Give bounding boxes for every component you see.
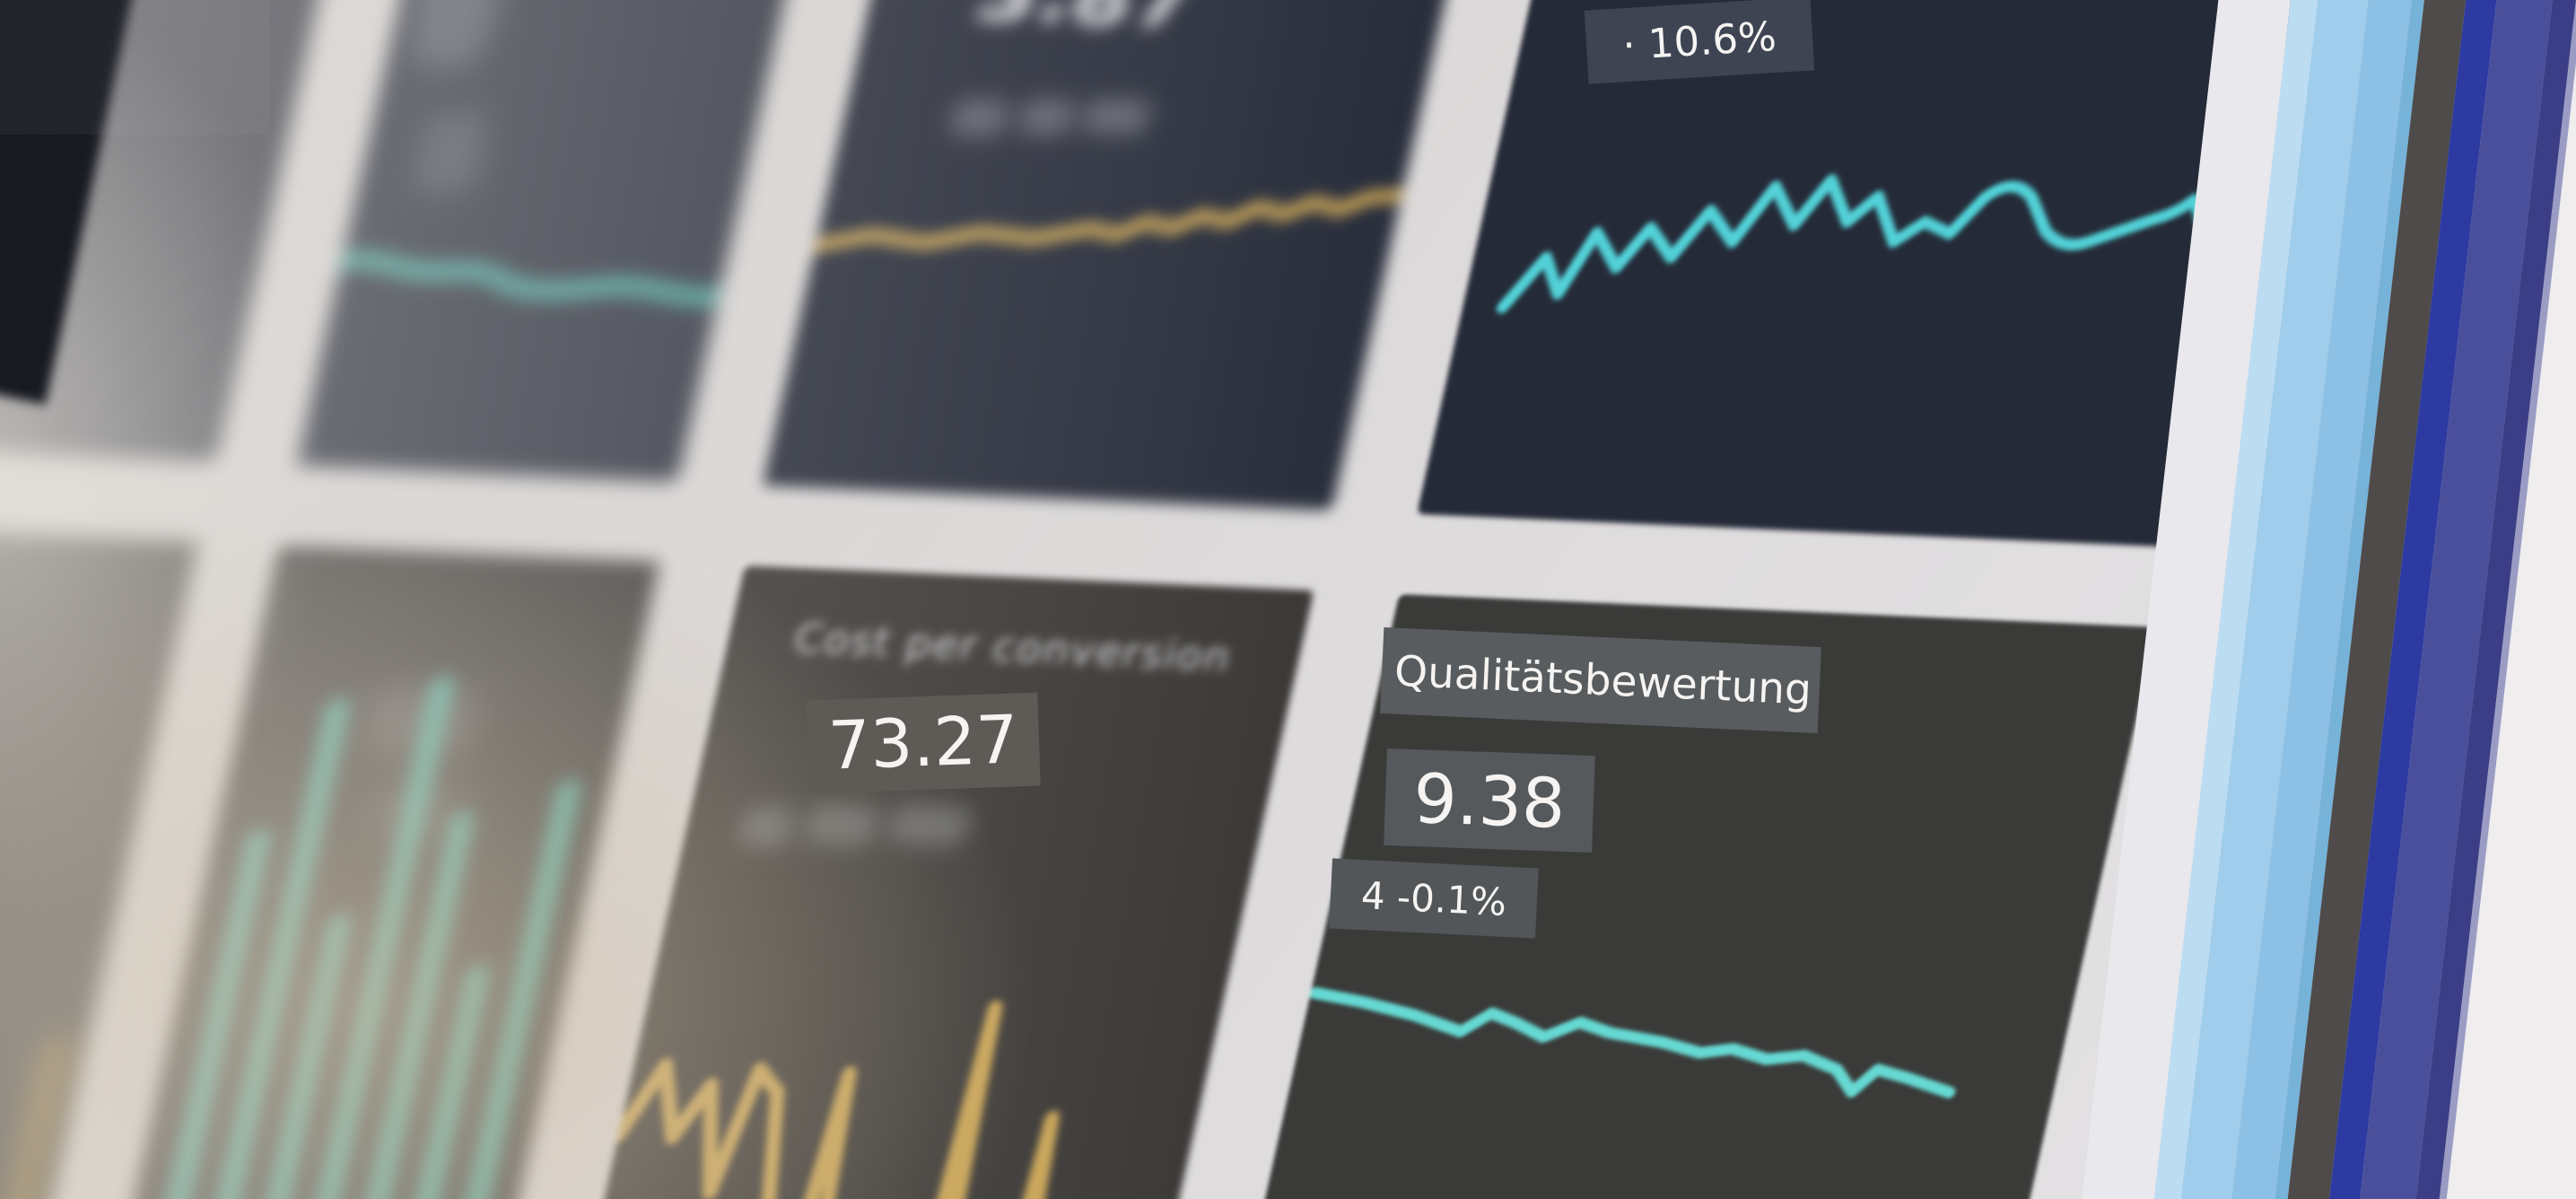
blurred-gold-bar — [0, 1037, 71, 1199]
metric-change-quality-rating: 4 -0.1% — [1329, 858, 1539, 939]
bars-path — [149, 675, 581, 1199]
sparkline-path — [1309, 986, 1956, 1098]
metric-change-top-right: · 10.6% — [1584, 0, 1815, 84]
sparkline-path — [808, 188, 1409, 252]
metric-value-quality-rating: 9.38 — [1384, 748, 1595, 853]
sparkline-gold-rising — [808, 188, 1409, 252]
tile-top-middle: 3.87 — [762, 0, 1537, 511]
sparkline-path — [334, 252, 726, 305]
metric-value-cost-per-conversion: 73.27 — [806, 692, 1041, 794]
sparkline-path — [611, 1000, 1121, 1199]
